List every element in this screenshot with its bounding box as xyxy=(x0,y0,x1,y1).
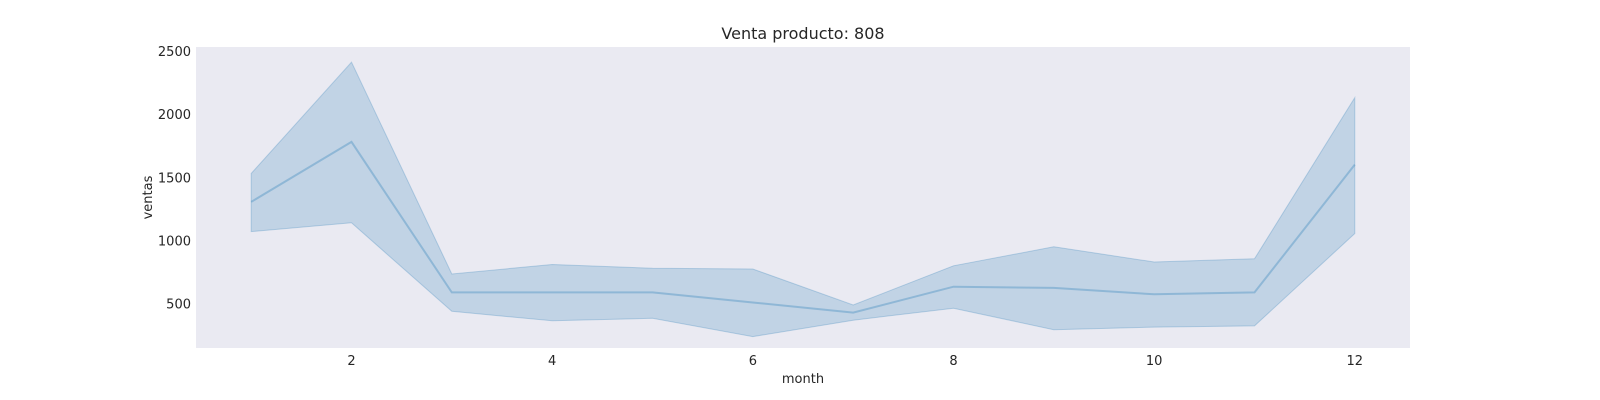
chart-title: Venta producto: 808 xyxy=(721,24,884,43)
series-line-layer xyxy=(250,140,1356,314)
x-tick-label: 8 xyxy=(949,354,957,369)
y-axis-ticks: 500 1000 1500 2000 2500 xyxy=(158,45,191,313)
y-tick-label: 1000 xyxy=(158,235,191,250)
x-tick-label: 4 xyxy=(548,354,556,369)
y-tick-label: 500 xyxy=(166,298,191,313)
y-tick-label: 1500 xyxy=(158,171,191,186)
y-axis-label: ventas xyxy=(141,175,156,219)
confidence-band-layer xyxy=(250,61,1356,338)
y-tick-label: 2000 xyxy=(158,108,191,123)
series-line xyxy=(250,140,1356,314)
x-axis-ticks: 2 4 6 8 10 12 xyxy=(347,354,1363,369)
x-tick-label: 12 xyxy=(1347,354,1364,369)
x-tick-label: 2 xyxy=(347,354,355,369)
x-tick-label: 6 xyxy=(749,354,757,369)
x-tick-label: 10 xyxy=(1146,354,1163,369)
confidence-band xyxy=(250,61,1356,338)
plot-background xyxy=(196,47,1410,348)
y-tick-label: 2500 xyxy=(158,45,191,60)
x-axis-label: month xyxy=(782,372,824,387)
